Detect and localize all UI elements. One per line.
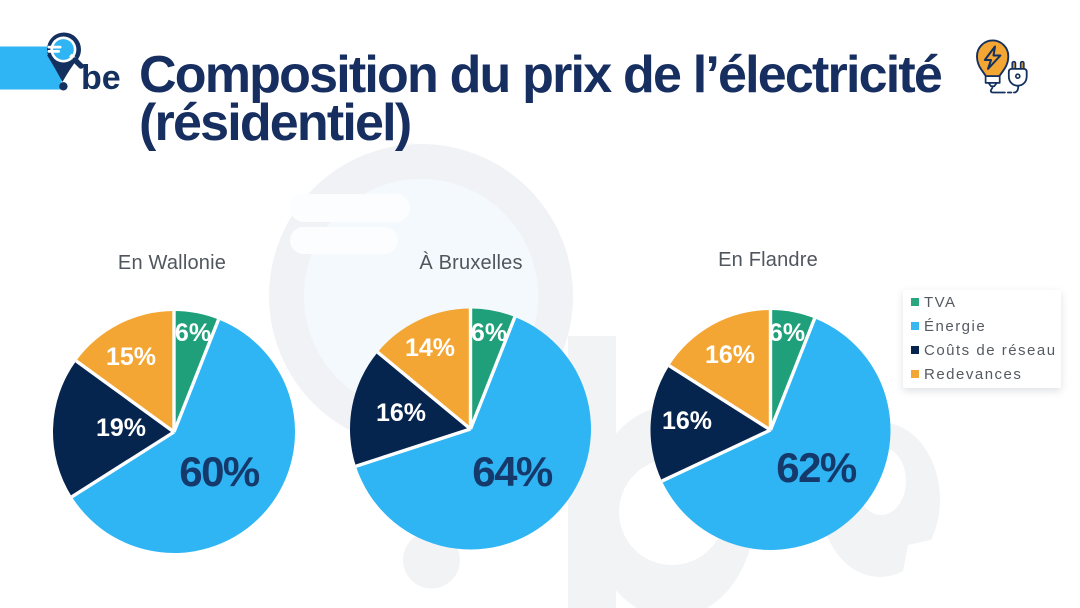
svg-text:14%: 14% [405, 334, 455, 362]
svg-text:16%: 16% [662, 407, 712, 435]
svg-text:À Bruxelles: À Bruxelles [419, 251, 522, 274]
svg-text:6%: 6% [769, 319, 805, 347]
svg-text:62%: 62% [776, 444, 857, 491]
svg-text:6%: 6% [175, 319, 211, 347]
svg-text:15%: 15% [106, 343, 156, 371]
svg-text:En Flandre: En Flandre [718, 249, 818, 271]
svg-text:60%: 60% [179, 448, 260, 495]
svg-text:be: be [81, 59, 121, 97]
svg-text:6%: 6% [471, 319, 507, 347]
svg-text:64%: 64% [472, 448, 553, 495]
svg-text:En Wallonie: En Wallonie [118, 252, 226, 274]
svg-text:16%: 16% [376, 399, 426, 427]
svg-text:19%: 19% [96, 414, 146, 442]
svg-text:16%: 16% [705, 341, 755, 369]
